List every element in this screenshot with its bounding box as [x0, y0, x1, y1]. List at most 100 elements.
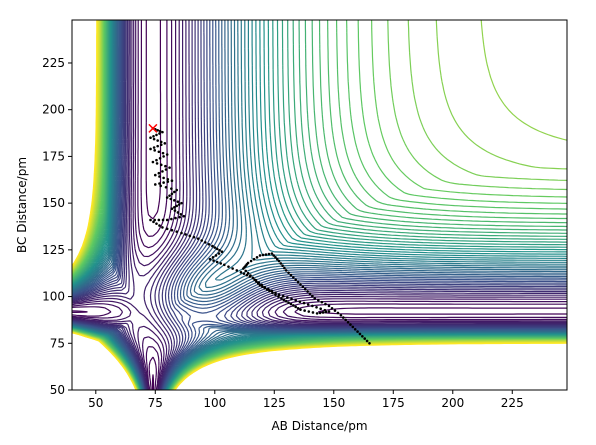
trajectory-point [169, 197, 173, 201]
trajectory-point [299, 308, 302, 311]
trajectory-point [313, 297, 317, 300]
trajectory-point [292, 304, 295, 307]
trajectory-point [249, 274, 252, 277]
trajectory-point [180, 231, 183, 235]
trajectory-point [235, 269, 239, 272]
trajectory-point [165, 227, 169, 231]
trajectory-point [173, 209, 177, 212]
trajectory-point [311, 304, 314, 308]
trajectory-point [156, 139, 159, 142]
trajectory-point [153, 173, 157, 177]
trajectory-point [217, 252, 221, 255]
trajectory-point [289, 302, 293, 306]
trajectory-point [254, 278, 258, 282]
y-tick-label: 125 [42, 243, 65, 257]
trajectory-point [307, 310, 311, 313]
trajectory-point [157, 171, 161, 175]
y-tick-label: 150 [42, 196, 65, 210]
trajectory-point [299, 283, 302, 286]
trajectory-point [158, 224, 161, 227]
trajectory-point [336, 311, 340, 315]
trajectory-point [287, 271, 290, 275]
trajectory-point [294, 299, 298, 302]
trajectory-point [251, 276, 255, 280]
trajectory-point [275, 257, 279, 261]
trajectory-point [161, 226, 164, 229]
trajectory-point [246, 271, 250, 275]
trajectory-point [284, 269, 288, 272]
trajectory-point [311, 294, 314, 298]
trajectory-point [211, 244, 214, 248]
trajectory-point [258, 254, 262, 257]
trajectory-point [365, 339, 369, 343]
trajectory-point [153, 183, 157, 186]
trajectory-point [255, 256, 259, 259]
trajectory-point [155, 133, 158, 137]
trajectory-point [152, 137, 156, 141]
trajectory-point [324, 302, 327, 306]
trajectory-point [321, 311, 325, 314]
trajectory-point [244, 269, 248, 273]
trajectory-point [170, 207, 174, 211]
trajectory-point [203, 241, 207, 244]
start-marker-group [148, 123, 158, 133]
trajectory-point [155, 162, 159, 165]
trajectory-point [153, 218, 156, 222]
trajectory-point [219, 262, 223, 265]
x-tick-label: 150 [322, 396, 345, 410]
trajectory-point [175, 204, 179, 208]
trajectory-point [302, 301, 306, 305]
trajectory-point [323, 308, 327, 312]
trajectory-point [155, 222, 158, 225]
trajectory-point [242, 272, 246, 275]
trajectory-point [292, 276, 295, 279]
trajectory-point [158, 132, 161, 135]
trajectory-point [164, 185, 168, 189]
trajectory-point [281, 294, 285, 298]
trajectory-point [162, 181, 165, 184]
trajectory-point [346, 320, 350, 324]
trajectory-point [315, 312, 319, 315]
trajectory-point [170, 179, 174, 183]
trajectory-point [368, 341, 371, 345]
trajectory-point [208, 257, 212, 261]
trajectory-point [151, 160, 155, 164]
trajectory-point [162, 176, 165, 180]
trajectory-point [353, 327, 357, 331]
y-tick-label: 200 [42, 103, 65, 117]
trajectory-point [170, 217, 173, 221]
y-tick-label: 175 [42, 149, 65, 163]
trajectory-point [223, 263, 226, 267]
trajectory-point [270, 289, 274, 293]
trajectory-point [327, 304, 331, 308]
trajectory-point [152, 135, 155, 138]
trajectory-point [301, 285, 305, 289]
x-tick-label: 125 [263, 396, 286, 410]
trajectory-point [159, 140, 163, 144]
trajectory-point [296, 280, 300, 284]
contour-level [72, 20, 567, 390]
x-axis-label: AB Distance/pm [271, 419, 367, 433]
trajectory-point [287, 301, 290, 304]
trajectory-point [178, 215, 181, 219]
x-tick-label: 50 [88, 396, 103, 410]
trajectory-point [286, 296, 289, 299]
trajectory-point [341, 316, 345, 319]
trajectory-point [283, 266, 286, 270]
trajectory-point [177, 203, 181, 206]
x-tick-label: 200 [441, 396, 464, 410]
trajectory-point [152, 146, 156, 149]
trajectory-point [166, 180, 170, 183]
trajectory-point [212, 259, 215, 262]
trajectory-point [215, 260, 219, 264]
contour-level [145, 20, 162, 390]
trajectory-point [175, 188, 179, 192]
trajectory-point [282, 298, 286, 302]
trajectory-point [333, 309, 337, 312]
trajectory-point [289, 273, 293, 277]
contour-level [72, 20, 567, 390]
trajectory-point [158, 156, 162, 160]
trajectory-point [349, 323, 352, 326]
start-marker [148, 123, 158, 133]
